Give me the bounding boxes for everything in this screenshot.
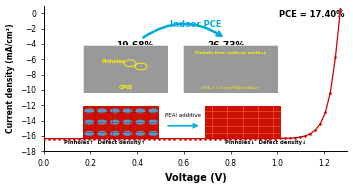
Text: Pinholes↑  Defect density↑: Pinholes↑ Defect density↑ [64,140,145,145]
X-axis label: Voltage (V): Voltage (V) [165,174,227,184]
Text: PEAI additive: PEAI additive [166,113,202,119]
Text: 19.68%: 19.68% [116,40,154,50]
Text: Pinholes↓  Defect density↓: Pinholes↓ Defect density↓ [225,140,306,145]
Text: 26.73%: 26.73% [207,40,245,50]
Y-axis label: Current density (mA/cm²): Current density (mA/cm²) [6,24,14,133]
Text: PCE = 17.40%: PCE = 17.40% [279,10,345,19]
Text: Indoor PCE: Indoor PCE [170,20,221,29]
